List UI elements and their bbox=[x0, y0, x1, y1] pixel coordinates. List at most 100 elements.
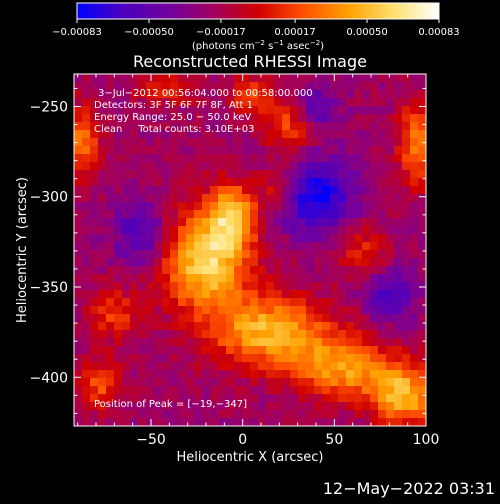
heatmap-cell bbox=[258, 90, 267, 99]
heatmap-cell bbox=[362, 258, 371, 267]
heatmap-cell bbox=[370, 194, 379, 203]
heatmap-cell bbox=[362, 410, 371, 419]
heatmap-cell bbox=[226, 418, 235, 427]
heatmap-cell bbox=[186, 210, 195, 219]
heatmap-cell bbox=[378, 90, 387, 99]
heatmap-cell bbox=[346, 258, 355, 267]
heatmap-cell bbox=[138, 98, 147, 107]
heatmap-cell bbox=[194, 74, 203, 83]
heatmap-cell bbox=[386, 154, 395, 163]
heatmap-cell bbox=[370, 226, 379, 235]
heatmap-cell bbox=[314, 98, 323, 107]
heatmap-cell bbox=[410, 170, 419, 179]
heatmap-cell bbox=[346, 170, 355, 179]
heatmap-cell bbox=[138, 378, 147, 387]
heatmap-cell bbox=[330, 138, 339, 147]
heatmap-cell bbox=[282, 418, 291, 427]
heatmap-cell bbox=[386, 170, 395, 179]
heatmap-cell bbox=[338, 82, 347, 91]
heatmap-cell bbox=[338, 186, 347, 195]
heatmap-cell bbox=[146, 362, 155, 371]
heatmap-cell bbox=[186, 338, 195, 347]
heatmap-cell bbox=[82, 146, 91, 155]
heatmap-cell bbox=[178, 194, 187, 203]
heatmap-cell bbox=[346, 298, 355, 307]
heatmap-cell bbox=[394, 170, 403, 179]
heatmap-cell bbox=[306, 90, 315, 99]
heatmap-cell bbox=[330, 370, 339, 379]
heatmap-cell bbox=[82, 154, 91, 163]
heatmap-cell bbox=[162, 226, 171, 235]
heatmap-cell bbox=[202, 234, 211, 243]
heatmap-cell bbox=[362, 234, 371, 243]
heatmap-cell bbox=[330, 98, 339, 107]
heatmap-cell bbox=[130, 298, 139, 307]
heatmap-cell bbox=[354, 234, 363, 243]
heatmap-cell bbox=[98, 178, 107, 187]
heatmap-cell bbox=[282, 282, 291, 291]
heatmap-cell bbox=[74, 114, 83, 123]
heatmap-cell bbox=[202, 242, 211, 251]
heatmap-cell bbox=[170, 210, 179, 219]
heatmap-cell bbox=[162, 250, 171, 259]
heatmap-cell bbox=[106, 234, 115, 243]
heatmap-cell bbox=[386, 258, 395, 267]
heatmap-cell bbox=[82, 218, 91, 227]
heatmap-cell bbox=[186, 226, 195, 235]
heatmap-cell bbox=[218, 82, 227, 91]
heatmap-cell bbox=[242, 242, 251, 251]
heatmap-cell bbox=[386, 186, 395, 195]
heatmap-cell bbox=[242, 322, 251, 331]
heatmap-cell bbox=[178, 338, 187, 347]
heatmap-cell bbox=[370, 298, 379, 307]
heatmap-cell bbox=[130, 394, 139, 403]
heatmap-cell bbox=[418, 218, 427, 227]
heatmap-cell bbox=[162, 162, 171, 171]
heatmap-cell bbox=[210, 410, 219, 419]
heatmap-cell bbox=[138, 162, 147, 171]
heatmap-cell bbox=[378, 170, 387, 179]
heatmap-cell bbox=[282, 402, 291, 411]
heatmap-cell bbox=[410, 250, 419, 259]
heatmap-cell bbox=[106, 258, 115, 267]
heatmap-cell bbox=[106, 122, 115, 131]
heatmap-cell bbox=[114, 194, 123, 203]
heatmap-cell bbox=[298, 146, 307, 155]
heatmap-cell bbox=[218, 186, 227, 195]
heatmap-cell bbox=[90, 98, 99, 107]
heatmap-cell bbox=[82, 314, 91, 323]
heatmap-cell bbox=[282, 410, 291, 419]
heatmap-cell bbox=[202, 186, 211, 195]
heatmap-cell bbox=[338, 266, 347, 275]
heatmap-cell bbox=[394, 258, 403, 267]
heatmap-cell bbox=[298, 386, 307, 395]
heatmap-cell bbox=[194, 370, 203, 379]
heatmap-cell bbox=[186, 178, 195, 187]
heatmap-cell bbox=[354, 378, 363, 387]
heatmap-cell bbox=[330, 298, 339, 307]
heatmap-cell bbox=[354, 370, 363, 379]
heatmap-cell bbox=[338, 122, 347, 131]
heatmap-cell bbox=[250, 90, 259, 99]
heatmap-cell bbox=[274, 266, 283, 275]
heatmap-cell bbox=[378, 266, 387, 275]
heatmap-cell bbox=[322, 106, 331, 115]
heatmap-cell bbox=[250, 82, 259, 91]
heatmap-cell bbox=[194, 138, 203, 147]
heatmap-cell bbox=[338, 138, 347, 147]
heatmap-cell bbox=[282, 98, 291, 107]
heatmap-cell bbox=[122, 258, 131, 267]
heatmap-cell bbox=[82, 82, 91, 91]
heatmap-cell bbox=[154, 122, 163, 131]
heatmap-cell bbox=[146, 298, 155, 307]
heatmap-cell bbox=[410, 346, 419, 355]
heatmap-cell bbox=[194, 154, 203, 163]
heatmap-cell bbox=[98, 250, 107, 259]
heatmap-cell bbox=[90, 322, 99, 331]
heatmap-cell bbox=[218, 250, 227, 259]
heatmap-cell bbox=[90, 114, 99, 123]
heatmap-cell bbox=[178, 362, 187, 371]
heatmap-cell bbox=[202, 218, 211, 227]
heatmap-cell bbox=[130, 290, 139, 299]
heatmap-cell bbox=[386, 82, 395, 91]
